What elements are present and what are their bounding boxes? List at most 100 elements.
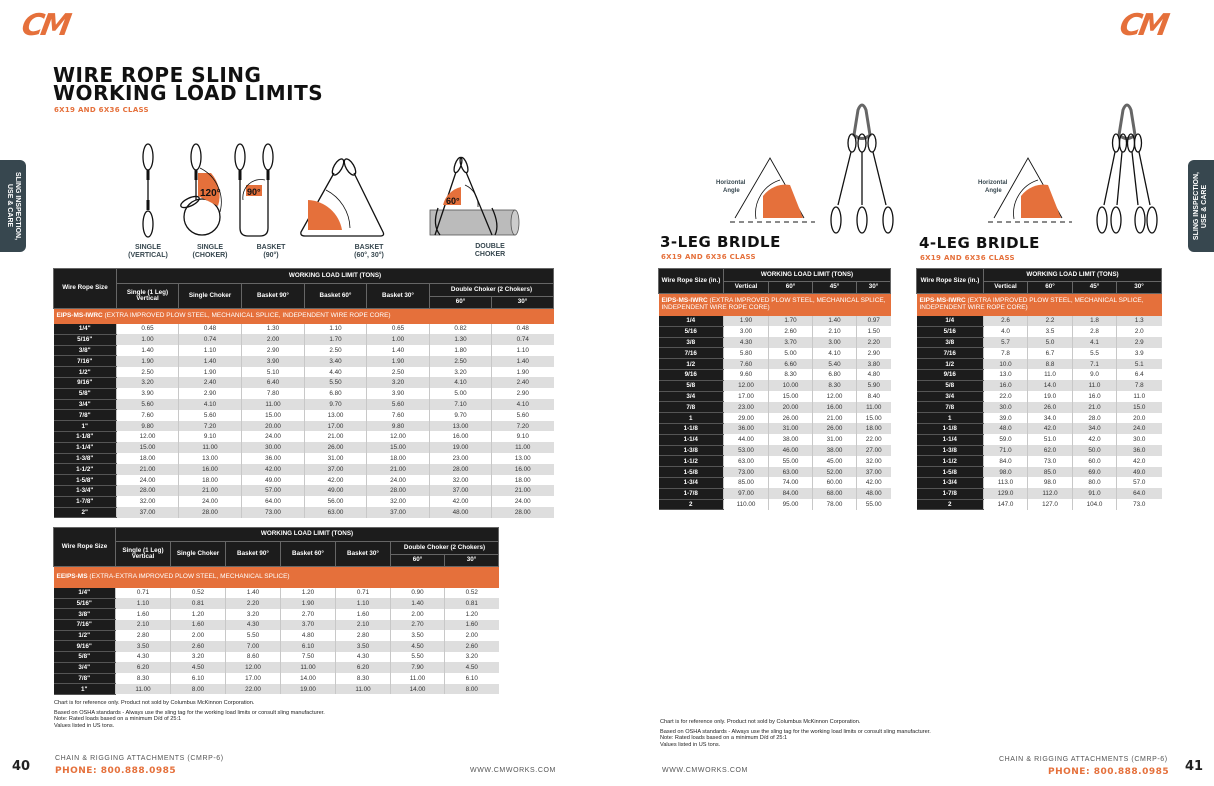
value-cell: 12.00 <box>225 662 281 673</box>
column-header: 45° <box>1072 281 1117 294</box>
value-cell: 16.00 <box>178 463 242 475</box>
column-header: 30° <box>1115 281 1163 294</box>
table-row: 1/4 2.6 2.2 1.8 1.3 <box>916 315 1162 327</box>
size-cell: 3/8" <box>53 608 116 621</box>
size-cell: 1 <box>916 412 984 424</box>
column-header: Single Choker <box>178 283 242 309</box>
value-cell: 112.0 <box>1027 488 1073 500</box>
section-description: (EXTRA IMPROVED PLOW STEEL, MECHANICAL S… <box>104 312 391 319</box>
column-header: 60° <box>1027 281 1073 294</box>
value-cell: 13.00 <box>304 409 367 421</box>
size-cell: 1-7/8" <box>53 496 117 508</box>
value-cell: 2.10 <box>335 619 391 631</box>
value-cell: 3.5 <box>1027 326 1073 338</box>
phone-right[interactable]: PHONE: 800.888.0985 <box>1048 767 1170 777</box>
value-cell: 49.00 <box>241 474 305 486</box>
column-header: Vertical <box>983 281 1028 294</box>
size-cell: 1/4 <box>916 315 984 327</box>
section-code: EEIPS-MS <box>56 573 88 580</box>
value-cell: 1.60 <box>335 608 391 620</box>
value-cell: 2.00 <box>170 630 226 641</box>
value-cell: 2.90 <box>855 347 891 359</box>
value-cell: 2.70 <box>390 619 445 631</box>
side-tab-right[interactable]: SLING INSPECTION, USE & CARE <box>1188 160 1214 252</box>
value-cell: 7.60 <box>366 409 430 421</box>
value-cell: 1.10 <box>490 345 554 356</box>
value-cell: 12.00 <box>812 391 857 402</box>
value-cell: 22.00 <box>855 434 891 446</box>
table-row: 7/16" 1.90 1.40 3.90 3.40 1.90 2.50 1.40 <box>53 355 554 368</box>
phone-left[interactable]: PHONE: 800.888.0985 <box>55 766 177 776</box>
value-cell: 9.80 <box>116 420 179 432</box>
value-cell: 5.50 <box>225 630 281 641</box>
value-cell: 1.80 <box>429 345 492 356</box>
value-cell: 3.50 <box>115 640 171 652</box>
website-right[interactable]: WWW.CMWORKS.COM <box>662 767 748 774</box>
value-cell: 2.6 <box>983 315 1028 327</box>
value-cell: 3.90 <box>116 388 179 400</box>
value-cell: 71.0 <box>983 445 1028 456</box>
size-cell: 1-3/4 <box>658 477 724 489</box>
value-cell: 6.40 <box>241 377 305 389</box>
value-cell: 4.50 <box>170 662 226 673</box>
value-cell: 9.70 <box>304 399 367 410</box>
side-tab-left[interactable]: SLING INSPECTION, USE & CARE <box>0 160 26 252</box>
size-cell: 1-1/4 <box>658 434 724 446</box>
size-cell: 1-3/8" <box>53 453 117 465</box>
table-row: 9/16" 3.20 2.40 6.40 5.50 3.20 4.10 2.40 <box>53 377 554 389</box>
size-cell: 7/8" <box>53 409 117 422</box>
value-cell: 2.90 <box>490 388 554 400</box>
table-row: 2" 37.00 28.00 73.00 63.00 37.00 48.00 28.00 <box>53 507 554 519</box>
value-cell: 21.00 <box>812 412 857 424</box>
size-cell: 1-1/8" <box>53 431 117 443</box>
value-cell: 6.20 <box>115 662 171 673</box>
value-cell: 85.00 <box>723 477 769 489</box>
size-cell: 9/16 <box>658 369 724 381</box>
value-cell: 3.20 <box>366 377 430 389</box>
value-cell: 39.0 <box>983 412 1028 424</box>
value-cell: 98.0 <box>1027 477 1073 489</box>
size-cell: 2 <box>916 499 984 511</box>
table-row: 1-5/8 98.0 85.0 69.0 49.0 <box>916 466 1162 478</box>
value-cell: 7.60 <box>723 358 769 370</box>
value-cell: 11.00 <box>335 683 391 695</box>
value-cell: 1.00 <box>366 334 430 346</box>
value-cell: 14.0 <box>1027 380 1073 392</box>
size-cell: 5/8" <box>53 651 116 663</box>
group-header: WORKING LOAD LIMIT (TONS) <box>722 268 892 282</box>
value-cell: 1.70 <box>768 315 813 327</box>
value-cell: 3.00 <box>812 337 857 348</box>
value-cell: 29.00 <box>723 412 769 424</box>
size-cell: 3/4" <box>53 662 116 674</box>
size-cell: 5/16 <box>658 326 724 338</box>
value-cell: 2.70 <box>280 608 336 620</box>
section-code: EIPS-MS-IWRC <box>919 297 966 305</box>
angle-label: Angle <box>985 188 1002 194</box>
value-cell: 2.8 <box>1072 326 1117 338</box>
website-left[interactable]: WWW.CMWORKS.COM <box>470 767 556 774</box>
size-cell: 1-5/8 <box>916 466 984 478</box>
angle-label: Angle <box>723 188 740 194</box>
value-cell: 1.40 <box>225 587 281 599</box>
value-cell: 1.30 <box>241 323 305 335</box>
size-cell: 1/2" <box>53 630 116 642</box>
table-row: 1" 9.80 7.20 20.00 17.00 9.80 13.00 7.20 <box>53 420 554 432</box>
size-cell: 1/4" <box>53 323 117 335</box>
value-cell: 6.10 <box>170 673 226 684</box>
value-cell: 5.50 <box>304 377 367 389</box>
value-cell: 5.60 <box>178 409 242 421</box>
value-cell: 9.0 <box>1072 369 1117 381</box>
value-cell: 5.7 <box>983 337 1028 348</box>
value-cell: 18.00 <box>178 474 242 486</box>
angle-60-label: 60° <box>446 196 460 206</box>
value-cell: 36.0 <box>1115 445 1162 456</box>
value-cell: 0.90 <box>390 587 445 599</box>
value-cell: 8.30 <box>115 673 171 684</box>
value-cell: 4.30 <box>225 619 281 631</box>
size-cell: 2 <box>658 499 724 511</box>
value-cell: 60.00 <box>812 477 857 489</box>
value-cell: 26.0 <box>1027 401 1073 413</box>
size-cell: 9/16" <box>53 377 117 389</box>
table-row: 1-3/4 85.00 74.00 60.00 42.00 <box>658 477 891 489</box>
value-cell: 37.00 <box>116 507 179 518</box>
